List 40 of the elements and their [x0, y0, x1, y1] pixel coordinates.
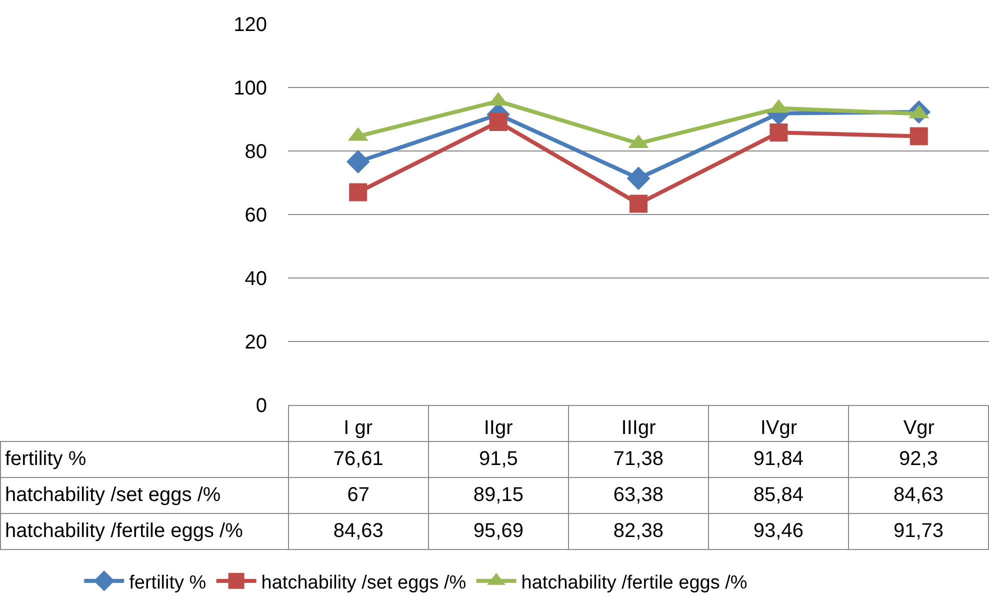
data-label: 92,3	[848, 442, 988, 478]
x-tick-label: IIgr	[484, 417, 514, 439]
data-label: 91,5	[428, 442, 568, 478]
text: hatchability /fertile eggs /%	[5, 520, 243, 542]
data-label: 89,15	[428, 478, 568, 514]
data-label: 91,73	[848, 514, 988, 550]
data-label: 63,38	[568, 478, 708, 514]
data-label: 84,63	[288, 514, 428, 550]
text: hatchability /set eggs /%	[5, 484, 221, 506]
legend-label: hatchability /fertile eggs /%	[521, 572, 748, 594]
point	[346, 150, 370, 174]
data-label: 91,84	[708, 442, 848, 478]
point	[349, 183, 368, 202]
data-label: 84,63	[848, 478, 988, 514]
data-label: 71,38	[568, 442, 708, 478]
data-label: 95,69	[428, 514, 568, 550]
x-tick-label: IVgr	[760, 417, 798, 439]
y-tick-label: 40	[244, 268, 267, 290]
y-tick-label: 100	[234, 78, 267, 100]
legend-label: fertility %	[129, 572, 206, 594]
y-tick-label: 60	[244, 204, 267, 226]
point	[626, 166, 650, 190]
point	[489, 112, 508, 131]
point	[910, 127, 928, 146]
data-label: 85,84	[708, 478, 848, 514]
data-label: 76,61	[288, 442, 428, 478]
y-tick-label: 0	[256, 395, 267, 417]
legend-label: hatchability /set eggs /%	[261, 572, 466, 594]
x-tick-label: IIIgr	[621, 417, 656, 439]
data-label: 82,38	[568, 514, 708, 550]
y-tick-label: 120	[234, 14, 267, 36]
x-tick-label: Vgr	[903, 417, 935, 439]
text: fertility %	[5, 448, 86, 470]
x-tick-label: I gr	[344, 417, 373, 439]
point	[770, 123, 788, 142]
data-label: 93,46	[708, 514, 848, 550]
y-tick-label: 80	[244, 141, 267, 163]
point	[630, 194, 648, 213]
y-tick-label: 20	[244, 332, 267, 354]
data-label: 67	[288, 478, 428, 514]
